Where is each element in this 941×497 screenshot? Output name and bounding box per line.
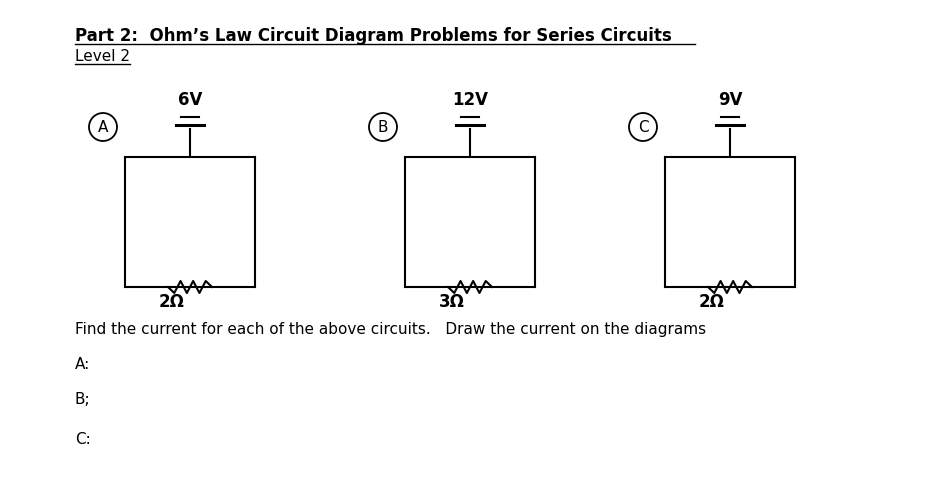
Text: Part 2:  Ohm’s Law Circuit Diagram Problems for Series Circuits: Part 2: Ohm’s Law Circuit Diagram Proble… — [75, 27, 672, 45]
Text: 2Ω: 2Ω — [159, 293, 185, 311]
Text: B: B — [377, 119, 389, 135]
Text: A: A — [98, 119, 108, 135]
Text: B;: B; — [75, 392, 90, 407]
Text: A:: A: — [75, 357, 90, 372]
Text: 9V: 9V — [718, 91, 742, 109]
Text: 3Ω: 3Ω — [439, 293, 465, 311]
Text: 12V: 12V — [452, 91, 488, 109]
Text: Level 2: Level 2 — [75, 49, 130, 64]
Text: Find the current for each of the above circuits.   Draw the current on the diagr: Find the current for each of the above c… — [75, 322, 706, 337]
Text: C:: C: — [75, 432, 90, 447]
Text: 2Ω: 2Ω — [699, 293, 725, 311]
Text: 6V: 6V — [178, 91, 202, 109]
Text: C: C — [638, 119, 648, 135]
